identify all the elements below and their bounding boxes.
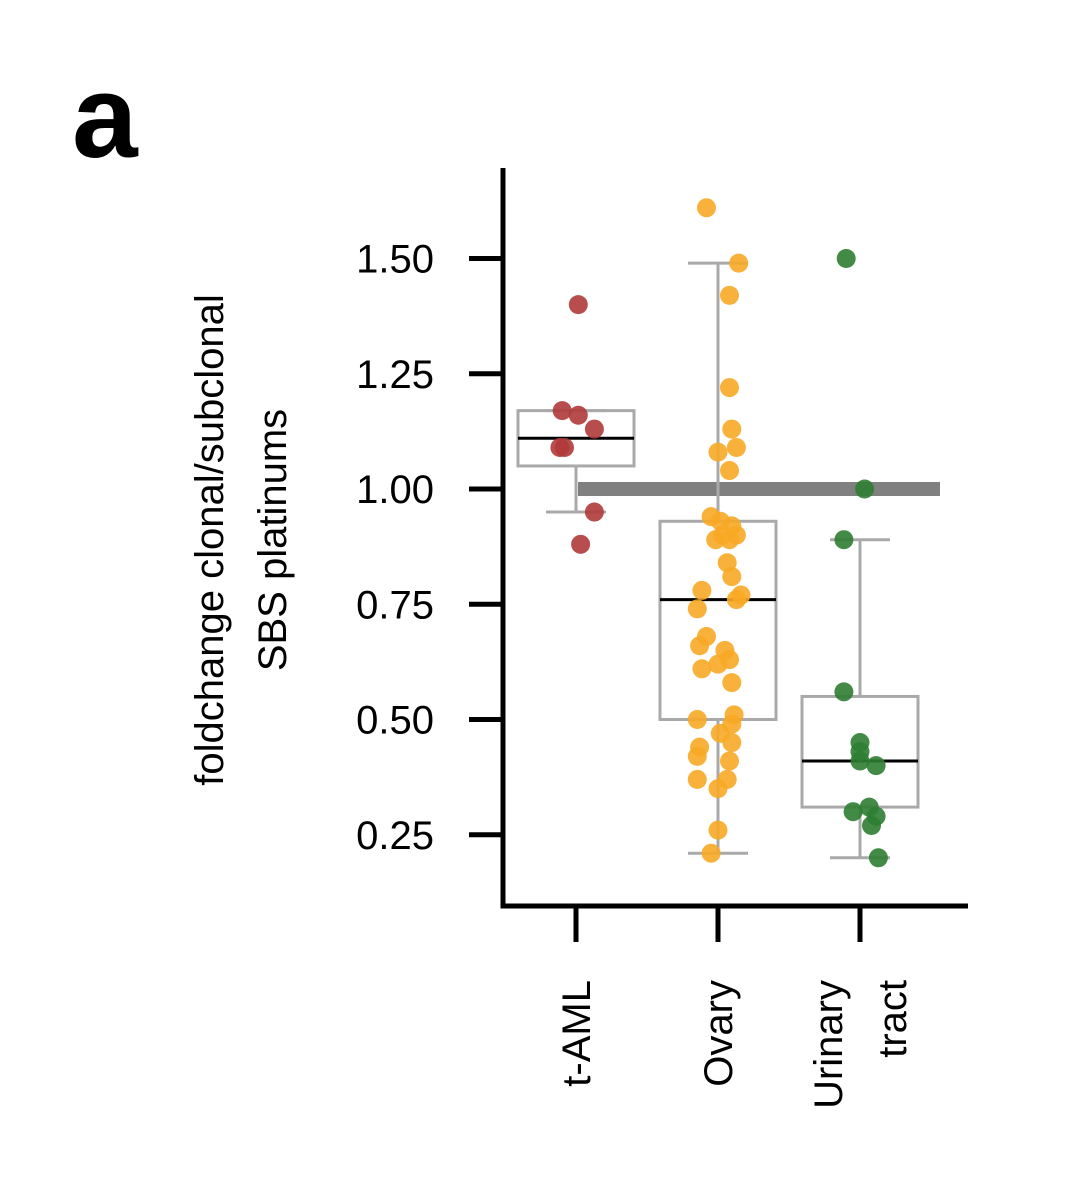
data-point (568, 295, 588, 315)
x-tick-label: Urinary (807, 980, 851, 1109)
data-point (701, 843, 721, 863)
y-tick-label: 1.00 (356, 468, 434, 512)
data-point (692, 580, 712, 600)
data-point (850, 751, 870, 771)
data-point (552, 401, 572, 421)
y-axis-title: foldchange clonal/subclonal SBS platinum… (188, 294, 295, 785)
data-point (726, 525, 746, 545)
y-tick-label: 0.25 (356, 814, 434, 858)
y-tick-label: 0.75 (356, 583, 434, 627)
data-point (571, 534, 591, 554)
x-tick-label: t-AML (555, 980, 599, 1087)
y-tick-label: 0.50 (356, 699, 434, 743)
data-point (706, 530, 726, 550)
data-point (697, 198, 716, 218)
points-group (550, 198, 888, 868)
data-point (692, 659, 712, 679)
data-point (720, 650, 739, 670)
data-point (862, 816, 881, 836)
box-2 (658, 261, 778, 855)
data-point (720, 285, 739, 305)
y-axis-ticks: 0.25 0.50 0.75 1.00 1.25 1.50 (356, 238, 503, 858)
data-point (690, 636, 710, 656)
data-point (855, 479, 875, 499)
y-axis-title-line-2: SBS platinums (251, 409, 295, 671)
data-point (687, 769, 707, 789)
data-point (550, 438, 570, 458)
data-point (722, 673, 742, 693)
data-point (687, 599, 707, 619)
data-point (722, 419, 742, 439)
data-point (687, 710, 707, 729)
data-point (722, 733, 742, 753)
box-iqr (658, 519, 778, 722)
data-point (720, 378, 739, 398)
x-tick-label: tract (871, 980, 915, 1058)
x-axis-labels: t-AML Ovary Urinary tract (555, 980, 915, 1109)
data-point (836, 249, 856, 268)
box-1 (516, 409, 636, 514)
axes-group (500, 168, 968, 942)
data-point (726, 438, 746, 458)
x-tick-label: Ovary (697, 980, 741, 1087)
data-point (834, 682, 854, 702)
data-point (729, 253, 749, 273)
y-axis-title-line-1: foldchange clonal/subclonal (188, 294, 232, 785)
y-tick-label: 1.50 (356, 238, 434, 282)
data-point (708, 779, 728, 799)
y-tick-label: 1.25 (356, 353, 434, 397)
data-point (720, 461, 739, 481)
data-point (708, 820, 728, 840)
data-point (720, 751, 739, 771)
data-point (568, 405, 588, 425)
data-point (584, 419, 604, 439)
data-point (584, 502, 604, 522)
panel-label: a (72, 51, 138, 183)
data-point (868, 848, 888, 868)
data-point (708, 442, 728, 462)
data-point (866, 756, 886, 776)
data-point (843, 802, 863, 822)
data-point (722, 567, 742, 587)
data-point (687, 746, 707, 766)
data-point (834, 530, 854, 550)
data-point (726, 590, 746, 610)
